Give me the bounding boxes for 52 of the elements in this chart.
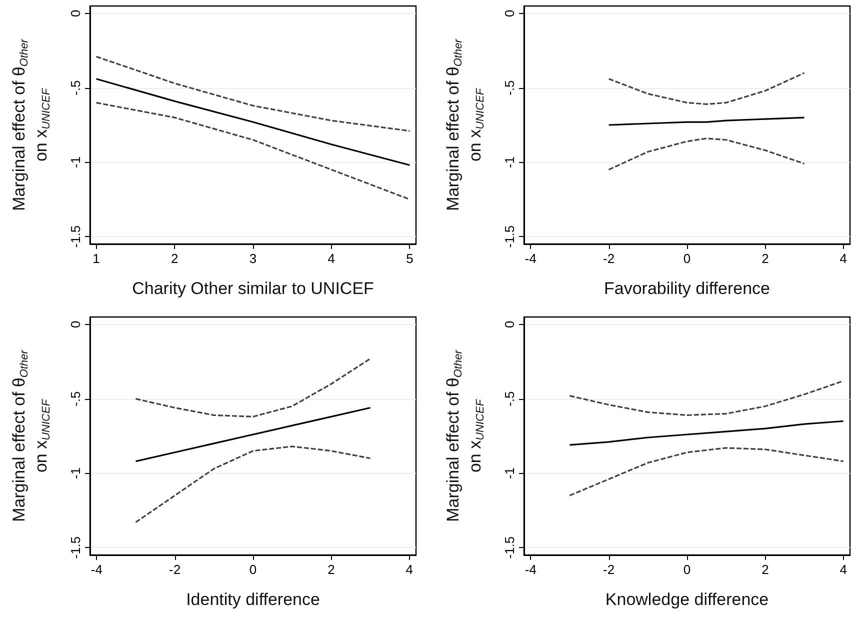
x-tick-label: 2 xyxy=(762,562,769,576)
x-tick-label: 4 xyxy=(328,251,335,266)
line-series xyxy=(95,102,411,200)
line-series xyxy=(608,138,806,170)
x-tick-label: 2 xyxy=(328,562,335,576)
x-axis-title: Knowledge difference xyxy=(605,590,769,608)
y-tick-label: -1.5 xyxy=(68,536,83,558)
y-tick-label: -1 xyxy=(502,156,517,168)
x-tick-label: -4 xyxy=(524,562,536,576)
line-series xyxy=(134,445,372,523)
x-tick-label: 4 xyxy=(406,562,413,576)
x-tick-label: 3 xyxy=(249,251,257,266)
x-tick-label: -2 xyxy=(169,562,181,576)
line-series xyxy=(608,72,806,105)
x-tick-label: 4 xyxy=(840,562,847,576)
y-tick-label: 0 xyxy=(68,320,83,328)
line-series xyxy=(568,446,844,496)
x-tick-label: 5 xyxy=(406,251,414,266)
x-tick-label: -2 xyxy=(603,562,615,576)
x-tick-label: 0 xyxy=(683,562,691,576)
line-series xyxy=(568,420,844,446)
line-series xyxy=(568,380,844,416)
x-tick-label: 0 xyxy=(683,251,691,266)
x-tick-label: 1 xyxy=(92,251,100,266)
y-tick-label: -1.5 xyxy=(502,225,517,248)
x-axis-title: Favorability difference xyxy=(604,279,770,298)
x-tick-label: 2 xyxy=(762,251,769,266)
x-axis-title: Charity Other similar to UNICEF xyxy=(132,279,374,298)
y-tick-label: 0 xyxy=(502,320,517,328)
x-tick-label: -2 xyxy=(603,251,615,266)
y-tick-label: -1.5 xyxy=(68,225,83,248)
x-tick-label: 2 xyxy=(171,251,178,266)
x-tick-label: -4 xyxy=(524,251,536,266)
y-tick-label: -1 xyxy=(68,156,83,168)
y-tick-label: -.5 xyxy=(68,80,83,96)
x-axis-title: Identity difference xyxy=(186,590,320,608)
line-series xyxy=(608,116,806,126)
y-tick-label: -1 xyxy=(502,466,517,478)
y-tick-label: 0 xyxy=(68,10,83,18)
y-tick-label: -.5 xyxy=(502,390,517,406)
line-series xyxy=(95,78,411,166)
y-tick-label: -1.5 xyxy=(502,536,517,558)
y-tick-label: -1 xyxy=(68,466,83,478)
y-tick-label: -.5 xyxy=(502,80,517,96)
x-tick-label: 4 xyxy=(840,251,847,266)
line-series xyxy=(134,406,372,462)
line-series xyxy=(134,357,372,417)
line-series xyxy=(95,56,411,132)
x-tick-label: 0 xyxy=(249,562,257,576)
y-tick-label: 0 xyxy=(502,10,517,18)
y-tick-label: -.5 xyxy=(68,390,83,406)
x-tick-label: -4 xyxy=(90,562,102,576)
